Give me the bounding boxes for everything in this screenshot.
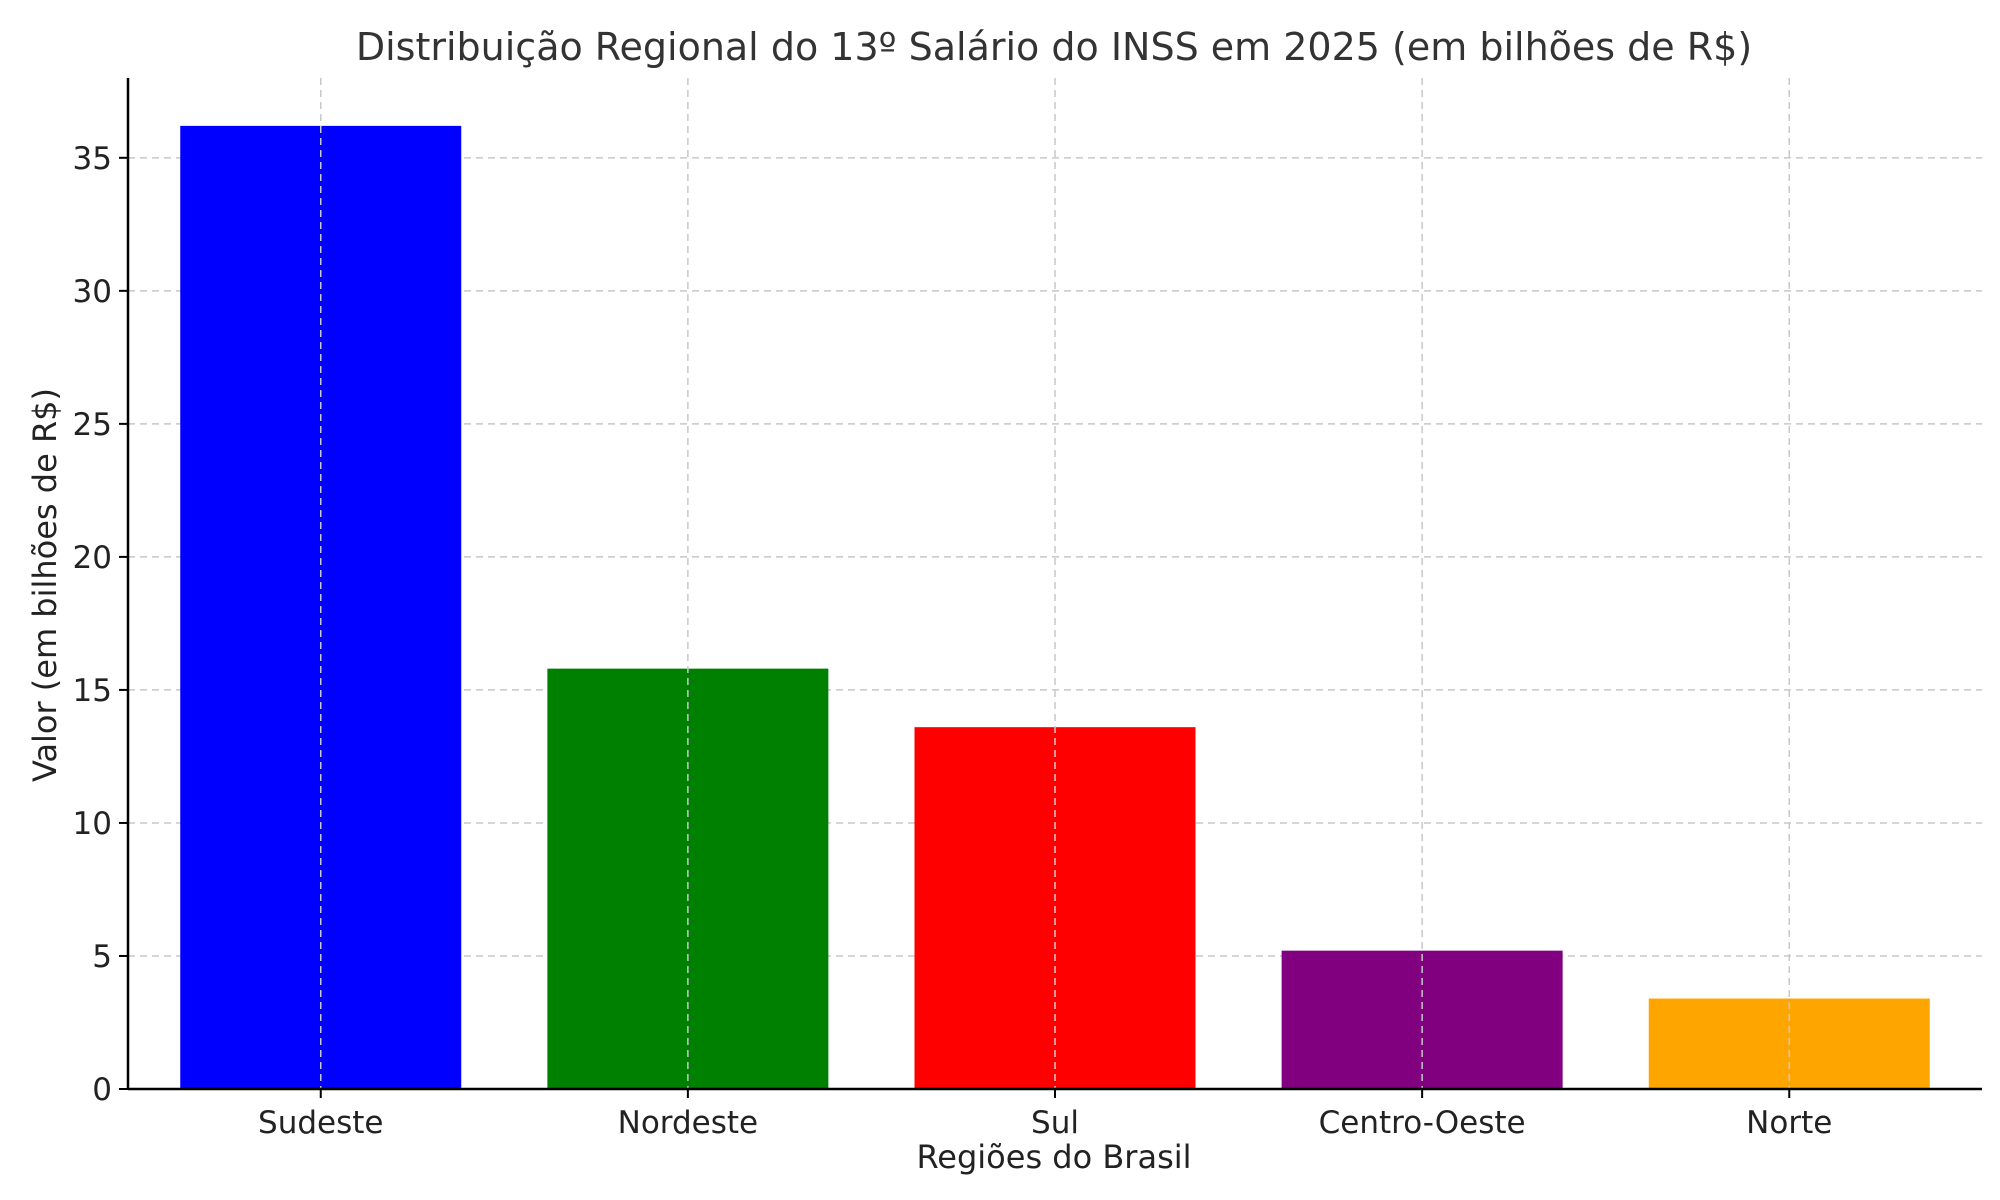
x-grid-layer [319, 78, 1791, 1089]
x-axis-label: Regiões do Brasil [916, 1138, 1191, 1176]
chart-title: Distribuição Regional do 13º Salário do … [356, 25, 1752, 69]
y-axis-label: Valor (em bilhões de R$) [26, 388, 64, 782]
y-tick-label: 25 [73, 407, 112, 443]
y-tick-label: 0 [92, 1072, 112, 1108]
x-tick-label: Sul [1031, 1105, 1079, 1141]
x-tick-label: Norte [1746, 1105, 1832, 1141]
y-tick-label: 20 [73, 540, 112, 576]
x-tick-label: Nordeste [618, 1105, 758, 1141]
x-tick-label: Centro-Oeste [1319, 1105, 1526, 1141]
ticks-layer: 0 5 10 15 20 25 30 35 Sudeste Nordeste Sul Centro-O… [73, 141, 1833, 1141]
y-tick-label: 10 [73, 806, 112, 842]
y-tick-label: 30 [73, 274, 112, 310]
y-tick-label: 5 [92, 939, 112, 975]
y-tick-label: 35 [73, 141, 112, 177]
y-tick-label: 15 [73, 673, 112, 709]
x-tick-label: Sudeste [258, 1105, 383, 1141]
